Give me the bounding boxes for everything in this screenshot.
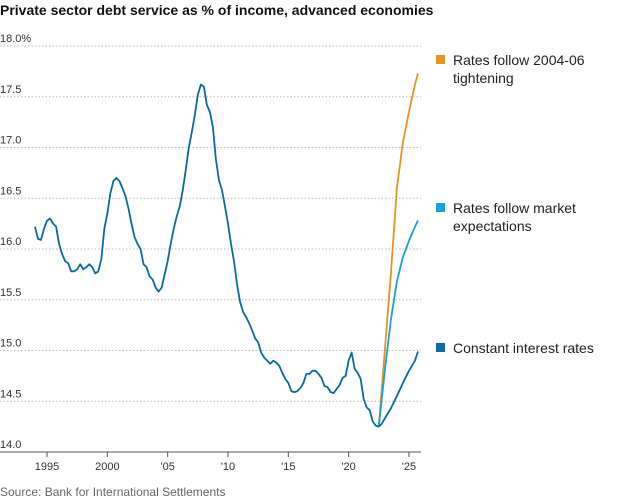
x-tick-label: 1995 <box>35 461 59 473</box>
y-tick-label: 17.5 <box>0 84 21 96</box>
series-line <box>34 83 419 428</box>
legend-label: Rates follow 2004-06 tightening <box>453 52 585 87</box>
y-tick-label: 15.0 <box>0 338 21 350</box>
x-tick-label: '15 <box>281 461 295 473</box>
y-tick-label: 14.5 <box>0 388 21 400</box>
series-line <box>377 220 419 427</box>
legend-swatch <box>436 55 445 65</box>
y-tick-label: 16.0 <box>0 236 21 248</box>
x-tick-label: 2000 <box>95 461 119 473</box>
y-tick-label: 18.0% <box>0 33 31 45</box>
y-tick-label: 17.0 <box>0 135 21 147</box>
legend-item: Constant interest rates <box>436 339 616 357</box>
x-tick-label: '25 <box>402 461 416 473</box>
source: Source: Bank for International Settlemen… <box>0 485 225 499</box>
legend-label: Constant interest rates <box>453 339 594 356</box>
legend-swatch <box>436 342 445 352</box>
x-tick-label: '05 <box>161 461 175 473</box>
legend-item: Rates follow 2004-06 tightening <box>436 51 616 87</box>
chart-title: Private sector debt service as % of inco… <box>0 2 434 18</box>
legend-swatch <box>436 202 445 212</box>
legend-item: Rates follow market expectations <box>436 199 616 235</box>
x-tick-label: '10 <box>221 461 235 473</box>
y-tick-label: 16.5 <box>0 185 21 197</box>
legend-label: Rates follow market expectations <box>453 199 576 234</box>
x-tick-label: '20 <box>341 461 355 473</box>
y-tick-label: 15.5 <box>0 287 21 299</box>
series-line <box>377 73 419 427</box>
y-tick-label: 14.0 <box>0 439 21 451</box>
